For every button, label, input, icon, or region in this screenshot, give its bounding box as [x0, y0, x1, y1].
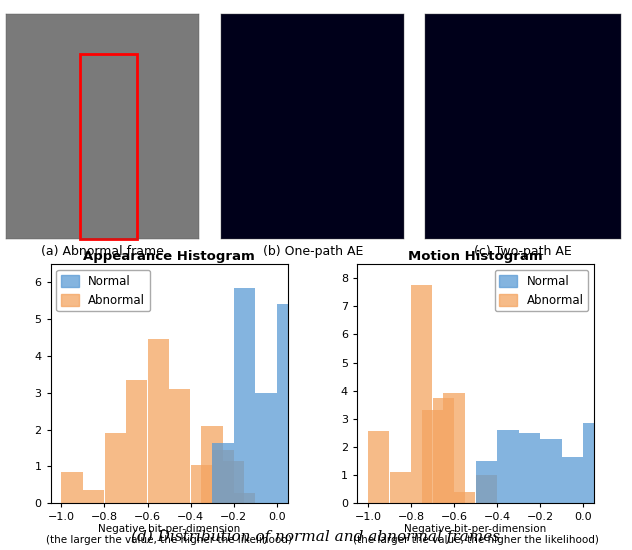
Bar [202, 426, 223, 503]
Bar [476, 475, 497, 503]
Bar [169, 389, 190, 503]
Bar [519, 433, 540, 503]
Bar [277, 305, 298, 503]
Bar [126, 380, 147, 503]
Title: Appearance Histogram: Appearance Histogram [83, 250, 255, 263]
Title: Motion Histogram: Motion Histogram [408, 250, 543, 263]
Bar [476, 461, 497, 503]
Bar [61, 472, 83, 503]
Bar [562, 457, 583, 503]
X-axis label: Negative bit-per-dimension
(the larger the value, the higher the likelihood): Negative bit-per-dimension (the larger t… [46, 524, 292, 545]
Text: (a) Abnormal frame: (a) Abnormal frame [41, 245, 164, 258]
Bar [148, 339, 169, 503]
Text: (b) One-path AE: (b) One-path AE [263, 245, 363, 258]
Bar [540, 438, 562, 503]
Bar [212, 450, 234, 503]
Bar [212, 443, 234, 503]
Legend: Normal, Abnormal: Normal, Abnormal [495, 270, 588, 311]
Text: (c) Two-path AE: (c) Two-path AE [474, 245, 571, 258]
Text: (d) Distribution of normal and abnormal frames: (d) Distribution of normal and abnormal … [131, 530, 501, 544]
Bar [432, 398, 454, 503]
Bar [454, 492, 475, 503]
Bar [444, 393, 465, 503]
Bar [422, 410, 443, 503]
Bar [389, 472, 411, 503]
Bar [234, 288, 255, 503]
Bar [223, 461, 245, 503]
Bar [255, 393, 277, 503]
Bar [191, 465, 212, 503]
Bar [411, 285, 432, 503]
Bar [497, 430, 519, 503]
Bar [83, 490, 104, 503]
Bar [368, 431, 389, 503]
Bar [80, 54, 137, 239]
Legend: Normal, Abnormal: Normal, Abnormal [56, 270, 150, 311]
Bar [583, 423, 605, 503]
X-axis label: Negative bit-per-dimension
(the larger the value, the higher the likelihood): Negative bit-per-dimension (the larger t… [353, 524, 599, 545]
Bar [234, 493, 255, 503]
Bar [104, 433, 126, 503]
